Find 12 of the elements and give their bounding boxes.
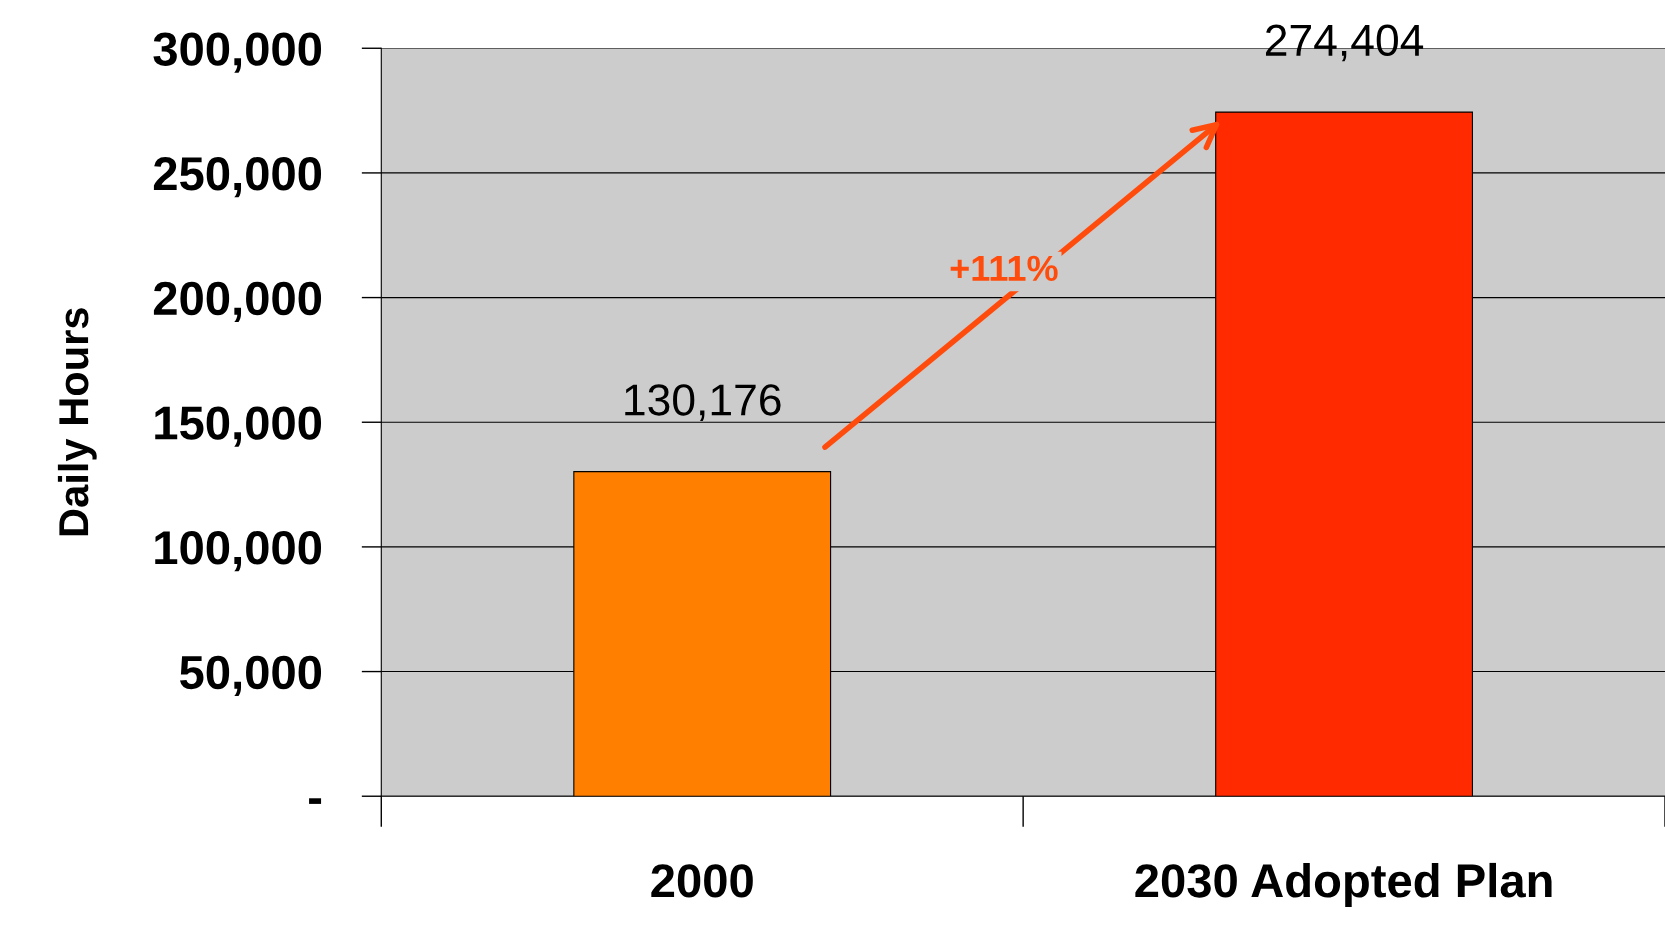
y-tick-label: 100,000: [155, 531, 322, 572]
x-tick-label: 2030 Adopted Plan: [1135, 862, 1552, 907]
y-tick-label: 50,000: [179, 655, 322, 696]
y-tick-label: 250,000: [153, 157, 322, 198]
data-label: 130,176: [625, 384, 781, 421]
y-tick-label: 200,000: [153, 281, 322, 322]
x-tick-label: 2000: [651, 864, 753, 898]
y-axis-title: Daily Hours: [57, 308, 97, 536]
y-tick-label: 300,000: [153, 32, 322, 73]
annotation: +111%: [950, 255, 1058, 282]
y-tick-label: -: [309, 798, 322, 804]
y-tick-label: 150,000: [155, 406, 322, 447]
